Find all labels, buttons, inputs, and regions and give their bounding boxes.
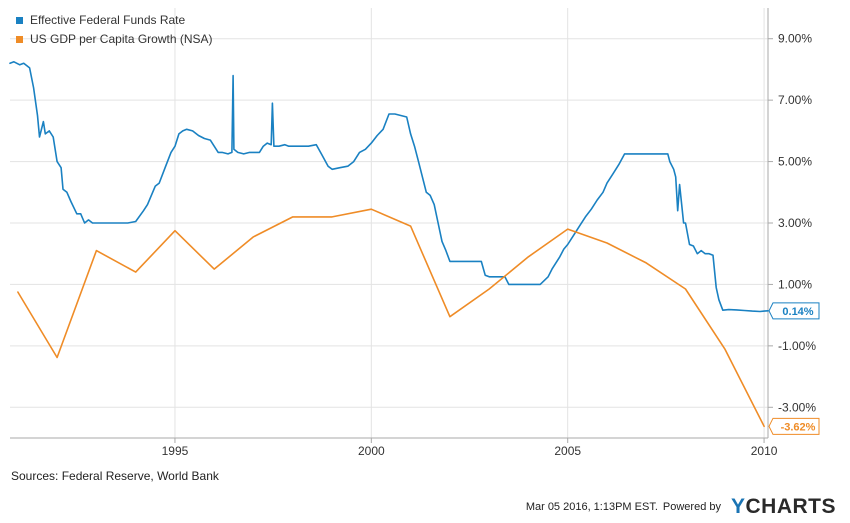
end-label-box-gdp-growth [768, 417, 820, 435]
ycharts-logo[interactable]: YCHARTS [731, 495, 836, 519]
end-label-gdp-growth: -3.62% [768, 417, 820, 435]
end-label-text-funds-rate: 0.14% [782, 306, 813, 318]
end-value-labels: 0.14% -3.62% [768, 302, 820, 435]
x-tick-label-0: 1995 [162, 444, 189, 458]
timestamp: Mar 05 2016, 1:13PM EST. [525, 501, 658, 513]
grid-lines [10, 8, 768, 438]
legend-swatch-funds-rate [16, 17, 23, 24]
x-axis-ticks: 1995 2000 2005 2010 [162, 438, 778, 458]
y-tick-label-0: 9.00% [778, 32, 812, 46]
legend-label-gdp-growth: US GDP per Capita Growth (NSA) [30, 32, 213, 46]
y-tick-label-6: -3.00% [778, 400, 816, 414]
x-tick-label-1: 2000 [358, 444, 385, 458]
legend: Effective Federal Funds Rate US GDP per … [16, 13, 213, 46]
end-label-text-gdp-growth: -3.62% [781, 421, 816, 433]
ycharts-logo-y: Y [730, 495, 746, 518]
y-axis-ticks: 9.00% 7.00% 5.00% 3.00% 1.00% -1.00% -3.00% [768, 32, 816, 414]
sources-note: Sources: Federal Reserve, World Bank [11, 469, 219, 483]
powered-by-text: Powered by [662, 501, 721, 513]
x-tick-label-3: 2010 [751, 444, 778, 458]
footer: Mar 05 2016, 1:13PM EST. Powered by YCHA… [525, 495, 836, 519]
legend-label-funds-rate: Effective Federal Funds Rate [30, 13, 186, 27]
ycharts-logo-text: CHARTS [745, 495, 836, 518]
series-line-funds-rate[interactable] [9, 61, 769, 313]
legend-item-gdp-growth[interactable]: US GDP per Capita Growth (NSA) [16, 32, 213, 46]
legend-item-funds-rate[interactable]: Effective Federal Funds Rate [16, 13, 186, 27]
y-tick-label-4: 1.00% [778, 277, 812, 291]
series-lines [9, 61, 769, 428]
y-tick-label-5: -1.00% [778, 339, 816, 353]
end-label-box-funds-rate [768, 302, 820, 320]
end-label-funds-rate: 0.14% [768, 302, 820, 320]
y-tick-label-1: 7.00% [778, 93, 812, 107]
series-line-gdp-growth[interactable] [17, 208, 765, 428]
x-tick-label-2: 2005 [554, 444, 581, 458]
y-tick-label-3: 3.00% [778, 216, 812, 230]
legend-swatch-gdp-growth [16, 36, 23, 43]
line-chart: 1995 2000 2005 2010 9.00% 7.00% 5.00% 3.00% 1.0… [9, 8, 820, 458]
y-tick-label-2: 5.00% [778, 155, 812, 169]
